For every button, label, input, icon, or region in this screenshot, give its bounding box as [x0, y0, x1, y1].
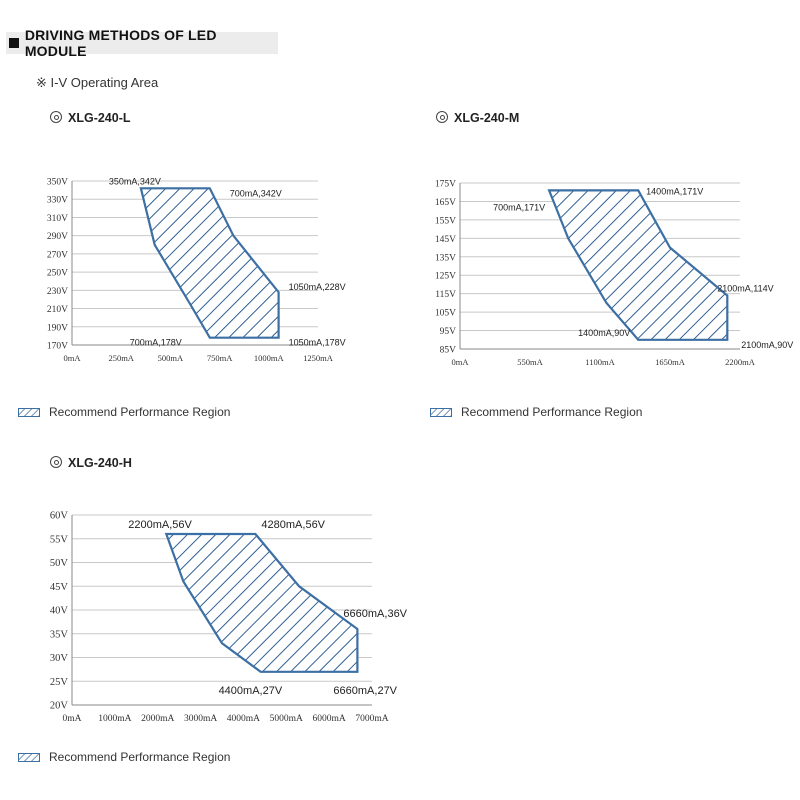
y-tick-label: 20V	[50, 701, 69, 712]
legend-h: Recommend Performance Region	[18, 750, 230, 764]
region-annotation: 700mA,342V	[230, 188, 282, 198]
model-name: XLG-240-M	[454, 111, 520, 125]
y-tick-label: 135V	[435, 253, 456, 263]
hatch-swatch-icon	[18, 407, 40, 417]
x-tick-label: 750mA	[207, 353, 233, 363]
legend-m: Recommend Performance Region	[430, 405, 642, 419]
double-circle-icon	[436, 111, 448, 123]
y-tick-label: 115V	[435, 290, 456, 300]
x-tick-label: 1250mA	[303, 353, 334, 363]
y-tick-label: 350V	[47, 178, 68, 188]
region-annotation: 4400mA,27V	[219, 685, 283, 697]
chart-xlg-240-l: 170V 190V 210V 230V 250V 270V 290V 310V 330V 350V…	[47, 176, 346, 363]
region-annotation: 6660mA,36V	[343, 608, 407, 620]
region-annotation: 700mA,171V	[493, 202, 545, 212]
double-circle-icon	[50, 111, 62, 123]
region-annotation: 2200mA,56V	[128, 519, 192, 531]
y-tick-label: 155V	[435, 216, 456, 226]
section-title: DRIVING METHODS OF LED MODULE	[24, 27, 217, 59]
model-name: XLG-240-H	[68, 456, 132, 470]
x-tick-label: 550mA	[517, 357, 543, 367]
region-annotation: 350mA,342V	[109, 176, 161, 186]
x-tick-label: 6000mA	[313, 714, 346, 724]
double-circle-icon	[50, 456, 62, 468]
x-tick-label: 2200mA	[725, 357, 756, 367]
y-tick-label: 25V	[50, 677, 69, 688]
operating-region	[164, 532, 359, 673]
x-tick-label: 4000mA	[227, 714, 260, 724]
square-bullet-icon	[9, 38, 19, 48]
model-heading-h: XLG-240-H	[50, 456, 132, 470]
y-tick-label: 270V	[47, 250, 68, 260]
y-tick-label: 145V	[435, 235, 456, 245]
region-annotation: 6660mA,27V	[333, 685, 397, 697]
y-tick-label: 230V	[47, 287, 68, 297]
x-tick-label: 5000mA	[270, 714, 303, 724]
legend-label: Recommend Performance Region	[49, 750, 231, 764]
y-tick-label: 210V	[47, 305, 68, 315]
hatch-swatch-icon	[18, 752, 40, 762]
y-tick-label: 165V	[435, 198, 456, 208]
y-tick-label: 330V	[47, 196, 68, 206]
chart-xlg-240-h: 20V 25V 30V 35V 40V 45V 50V 55V 60V 0mA 1000mA 2000…	[50, 511, 408, 725]
y-tick-label: 250V	[47, 269, 68, 279]
region-annotation: 1050mA,178V	[289, 338, 346, 348]
y-tick-label: 190V	[47, 323, 68, 333]
x-tick-label: 500mA	[158, 353, 184, 363]
y-tick-label: 310V	[47, 214, 68, 224]
x-tick-label: 250mA	[108, 353, 134, 363]
region-annotation: 700mA,178V	[130, 338, 182, 348]
model-heading-m: XLG-240-M	[436, 111, 519, 125]
x-tick-label: 1650mA	[655, 357, 686, 367]
x-tick-label: 1000mA	[254, 353, 285, 363]
y-tick-label: 95V	[440, 327, 457, 337]
y-tick-label: 55V	[50, 534, 69, 545]
section-header: DRIVING METHODS OF LED MODULE	[6, 27, 278, 59]
x-tick-label: 0mA	[64, 353, 82, 363]
y-tick-label: 175V	[435, 180, 456, 190]
region-annotation: 1400mA,171V	[646, 186, 703, 196]
y-tick-label: 35V	[50, 629, 69, 640]
x-tick-label: 2000mA	[141, 714, 174, 724]
y-tick-label: 170V	[47, 342, 68, 352]
region-annotation: 1400mA,90V	[578, 328, 630, 338]
subtitle: ※ I-V Operating Area	[36, 75, 159, 90]
y-tick-label: 85V	[440, 346, 457, 356]
legend-label: Recommend Performance Region	[49, 405, 231, 419]
region-annotation: 2100mA,90V	[741, 340, 793, 350]
operating-region	[547, 189, 729, 341]
y-tick-label: 60V	[50, 511, 69, 522]
x-tick-label: 1100mA	[585, 357, 615, 367]
model-heading-l: XLG-240-L	[50, 111, 131, 125]
y-tick-label: 290V	[47, 232, 68, 242]
region-annotation: 2100mA,114V	[717, 284, 773, 294]
x-tick-label: 3000mA	[184, 714, 217, 724]
x-tick-label: 1000mA	[98, 714, 131, 724]
chart-xlg-240-m: 85V 95V 105V 115V 125V 135V 145V 155V 165V 175V 0m…	[435, 180, 793, 368]
y-tick-label: 105V	[435, 309, 456, 319]
legend-label: Recommend Performance Region	[461, 405, 643, 419]
region-annotation: 4280mA,56V	[261, 519, 325, 531]
y-tick-label: 30V	[50, 653, 69, 664]
y-tick-label: 50V	[50, 558, 69, 569]
x-tick-label: 0mA	[452, 357, 470, 367]
legend-l: Recommend Performance Region	[18, 405, 230, 419]
hatch-swatch-icon	[430, 407, 452, 417]
y-tick-label: 125V	[435, 272, 456, 282]
x-tick-label: 0mA	[63, 714, 82, 724]
y-tick-label: 45V	[50, 582, 69, 593]
operating-region	[139, 187, 280, 339]
model-name: XLG-240-L	[68, 111, 131, 125]
region-annotation: 1050mA,228V	[289, 282, 346, 292]
y-tick-label: 40V	[50, 606, 69, 617]
x-tick-label: 7000mA	[355, 714, 388, 724]
